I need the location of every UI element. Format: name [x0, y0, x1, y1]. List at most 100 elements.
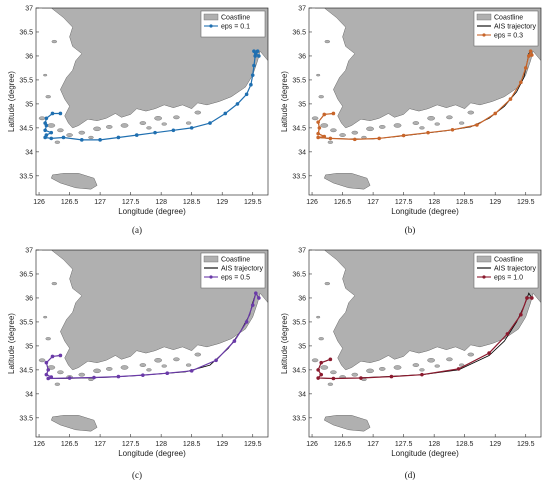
island [173, 357, 180, 362]
x-tick-label: 128.5 [183, 199, 201, 206]
island [318, 337, 324, 341]
island [316, 315, 321, 319]
data-point [214, 358, 218, 363]
axes-frame [308, 249, 542, 438]
x-tick-label: 128 [428, 441, 440, 448]
data-point [456, 367, 461, 371]
y-tick-label: 37 [298, 248, 306, 255]
island [412, 121, 420, 125]
island [393, 365, 402, 370]
data-point [523, 66, 528, 70]
island [139, 121, 147, 125]
data-point [257, 296, 261, 300]
data-point [525, 296, 529, 300]
island [320, 365, 329, 370]
island [467, 110, 475, 115]
jeju-island [50, 415, 98, 432]
x-tick-label: 128 [428, 199, 440, 206]
x-tick-label: 126.5 [334, 441, 352, 448]
legend-swatch-marker [209, 24, 213, 28]
data-point [244, 320, 249, 324]
axes-frame [35, 249, 269, 438]
island [427, 358, 435, 363]
data-point [528, 49, 533, 53]
data-point [508, 97, 513, 101]
data-point [50, 354, 55, 359]
y-tick-label: 35.5 [19, 319, 33, 326]
x-tick-label: 129 [489, 199, 501, 206]
island [434, 122, 440, 126]
data-point [253, 291, 258, 295]
panel-a: 126 126.5 127 127.5 128 128.5 129 129.5 33.5 34 34… [7, 6, 269, 235]
island [57, 370, 64, 375]
x-tick-label: 126 [33, 441, 45, 448]
y-tick-label: 34.5 [19, 367, 33, 374]
island [93, 368, 101, 374]
legend-entry: eps = 0.1 [221, 24, 250, 31]
island [412, 363, 420, 367]
island [66, 133, 73, 137]
legend-entry: Coastline [494, 15, 523, 22]
data-point [223, 111, 228, 116]
data-point [49, 136, 54, 141]
island [366, 126, 374, 132]
data-point [487, 351, 491, 355]
island [351, 372, 359, 377]
island [45, 95, 51, 99]
data-point [98, 138, 102, 142]
y-tick-label: 35 [298, 343, 306, 350]
island [154, 358, 162, 363]
island [106, 367, 113, 371]
legend-swatch-marker [482, 275, 486, 279]
data-point [235, 102, 240, 106]
y-tick-label: 33.5 [292, 173, 306, 180]
y-tick-label: 34 [25, 149, 33, 156]
island [194, 110, 202, 115]
data-point [249, 82, 253, 87]
legend-entry: AIS trajectory [221, 266, 264, 273]
data-point [232, 339, 237, 343]
y-tick-label: 33.5 [292, 415, 306, 422]
mainland-coastline [42, 8, 268, 129]
data-point [208, 121, 212, 125]
panel-d: 126 126.5 127 127.5 128 128.5 129 129.5 33.5 34 34… [280, 248, 542, 480]
y-tick-label: 36.5 [292, 29, 306, 36]
jeju-island [323, 173, 371, 190]
data-point [519, 80, 523, 85]
island [78, 372, 86, 377]
data-point [44, 360, 49, 365]
x-tick-label: 127.5 [122, 441, 140, 448]
y-tick-label: 36 [298, 53, 306, 60]
y-tick-label: 36.5 [19, 271, 33, 278]
data-point [316, 131, 320, 136]
island [57, 128, 64, 133]
island [38, 116, 46, 121]
legend-swatch-coastline [476, 13, 492, 21]
data-point [49, 375, 54, 379]
data-point [61, 135, 66, 140]
island [467, 352, 475, 357]
y-tick-label: 34 [298, 391, 306, 398]
island [51, 40, 57, 44]
island [93, 126, 101, 132]
y-tick-label: 35.5 [292, 77, 306, 84]
y-tick-label: 34 [25, 391, 33, 398]
island [173, 115, 180, 120]
x-tick-label: 126 [306, 441, 318, 448]
y-tick-label: 34.5 [19, 125, 33, 132]
panel-b: 126 126.5 127 127.5 128 128.5 129 129.5 33.5 34 34… [280, 6, 542, 235]
y-tick-label: 33.5 [19, 415, 33, 422]
island [154, 116, 162, 121]
island [139, 363, 147, 367]
data-point [319, 360, 324, 365]
data-point [252, 63, 256, 68]
panel-c: 126 126.5 127 127.5 128 128.5 129 129.5 33.5 34 34… [7, 248, 269, 480]
x-axis-label: Longitude (degree) [391, 207, 459, 216]
y-axis-label: Latitude (degree) [7, 313, 16, 374]
data-point [44, 123, 49, 128]
legend-entry: eps = 0.3 [494, 33, 523, 40]
data-point [43, 128, 47, 133]
island [120, 123, 129, 128]
legend-swatch-coastline [203, 255, 219, 263]
data-point [189, 369, 194, 373]
